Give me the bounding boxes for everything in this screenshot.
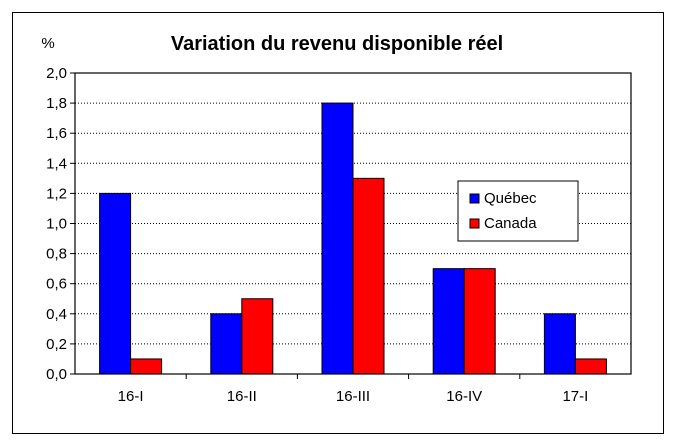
plot-area-border (74, 72, 632, 375)
legend-swatch (469, 193, 480, 204)
y-tick-label: 0,8 (46, 246, 67, 263)
y-tick-label: 1,6 (46, 125, 67, 142)
x-tick-label: 16-I (118, 388, 144, 405)
bar-qubec-17-i (543, 313, 576, 375)
y-axis-unit-label: % (41, 35, 54, 52)
legend-label: Canada (484, 215, 537, 232)
bar-qubec-16-ii (210, 313, 243, 375)
y-tick-label: 2,0 (46, 65, 67, 82)
y-tick-label: 0,0 (46, 366, 67, 383)
bar-qubec-16-iii (321, 102, 354, 375)
x-tick-label: 17-I (562, 388, 588, 405)
x-tick-label: 16-II (227, 388, 257, 405)
legend-box (457, 180, 579, 242)
legend-label: Québec (484, 190, 537, 207)
y-tick-label: 1,8 (46, 95, 67, 112)
chart-title: Variation du revenu disponible réel (171, 33, 503, 55)
y-tick-label: 0,2 (46, 336, 67, 353)
bar-canada-16-iii (352, 177, 385, 375)
y-tick-label: 1,2 (46, 185, 67, 202)
bar-canada-16-iv (463, 268, 496, 375)
y-tick-label: 1,4 (46, 155, 67, 172)
legend-swatch (469, 218, 480, 229)
axes (70, 72, 632, 379)
bar-canada-17-i (574, 358, 607, 375)
bar-canada-16-ii (241, 298, 274, 375)
y-tick-label: 0,4 (46, 306, 67, 323)
legend: Québec Canada (457, 180, 579, 242)
y-tick-label: 1,0 (46, 216, 67, 233)
tick-labels: 0,0 0,2 0,4 0,6 0,8 1,0 1,2 1,4 1,6 1,8 2,0 16-I 16-… (46, 65, 588, 405)
x-tick-label: 16-IV (446, 388, 482, 405)
bar-canada-16-i (130, 358, 163, 375)
bars (99, 102, 607, 375)
y-tick-label: 0,6 (46, 276, 67, 293)
x-tick-label: 16-III (336, 388, 370, 405)
bar-qubec-16-iv (432, 268, 465, 375)
bar-qubec-16-i (99, 192, 132, 375)
